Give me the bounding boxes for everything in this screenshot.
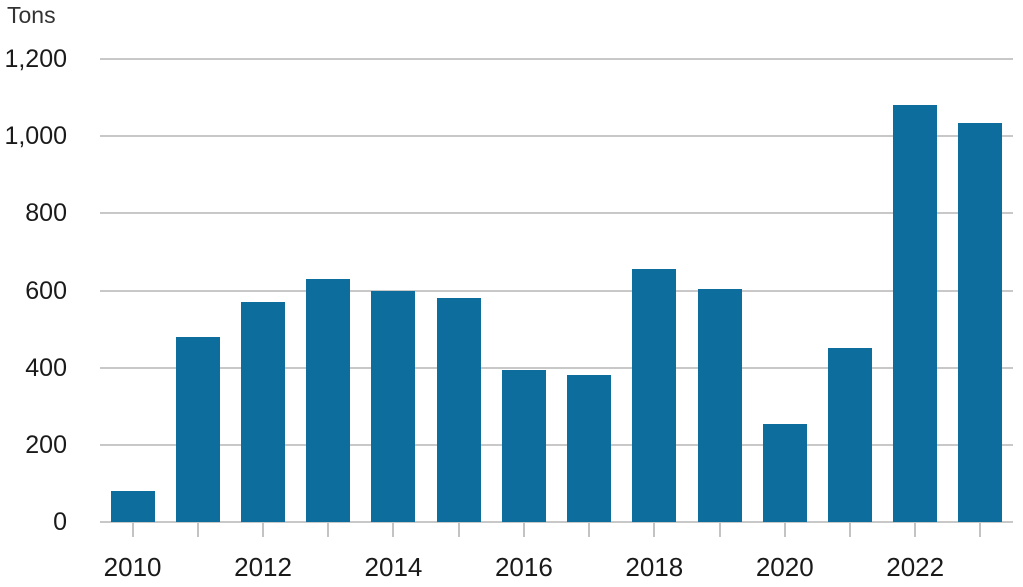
x-axis-tick — [196, 523, 199, 537]
x-axis-tick — [457, 523, 460, 537]
y-axis-tick-label: 600 — [25, 276, 67, 305]
bar-2019 — [697, 288, 742, 522]
bar-2016 — [501, 369, 546, 522]
gridline — [100, 443, 1013, 446]
bar-2023 — [958, 122, 1003, 522]
x-axis-tick — [718, 523, 721, 537]
y-axis-unit-label: Tons — [7, 2, 56, 28]
gridline — [100, 366, 1013, 369]
y-axis-tick-label: 1,200 — [4, 45, 67, 73]
x-axis-tick-label: 2018 — [625, 552, 684, 582]
x-axis-tick-label: 2010 — [103, 552, 162, 582]
bar-2011 — [175, 336, 220, 522]
x-axis-tick — [131, 523, 134, 537]
y-axis-tick-label: 1,000 — [4, 122, 67, 151]
x-axis-tick — [262, 523, 265, 537]
gridline — [100, 135, 1013, 138]
x-axis-tick — [653, 523, 656, 537]
x-axis-tick — [848, 523, 851, 537]
y-axis-tick-label: 200 — [25, 430, 67, 459]
y-axis-tick-label: 0 — [53, 508, 67, 536]
x-axis-tick — [914, 523, 917, 537]
x-axis-tick-label: 2014 — [364, 552, 423, 582]
x-axis-tick — [522, 523, 525, 537]
bar-2021 — [827, 348, 872, 522]
x-axis-line — [100, 521, 1013, 523]
x-axis-tick — [327, 523, 330, 537]
bar-2022 — [893, 105, 938, 522]
x-axis-tick-label: 2022 — [886, 552, 945, 582]
bar-2015 — [436, 298, 481, 522]
gridline — [100, 58, 1013, 60]
x-axis-tick — [783, 523, 786, 537]
bar-2017 — [567, 375, 612, 522]
x-axis-tick-label: 2020 — [755, 552, 814, 582]
y-axis-tick-label: 800 — [25, 199, 67, 228]
bar-2018 — [632, 269, 677, 522]
bar-2010 — [110, 491, 155, 522]
y-axis-tick-label: 400 — [25, 353, 67, 382]
bar-2012 — [241, 302, 286, 522]
x-axis-tick-label: 2016 — [494, 552, 553, 582]
x-axis-tick-label: 2012 — [234, 552, 292, 582]
gridline — [100, 212, 1013, 215]
x-axis-tick — [979, 523, 982, 537]
bar-2020 — [762, 423, 807, 522]
bar-2013 — [306, 278, 351, 522]
x-axis-tick — [392, 523, 395, 537]
bar-2014 — [371, 290, 416, 522]
gridline — [100, 289, 1013, 292]
x-axis-tick — [588, 523, 591, 537]
